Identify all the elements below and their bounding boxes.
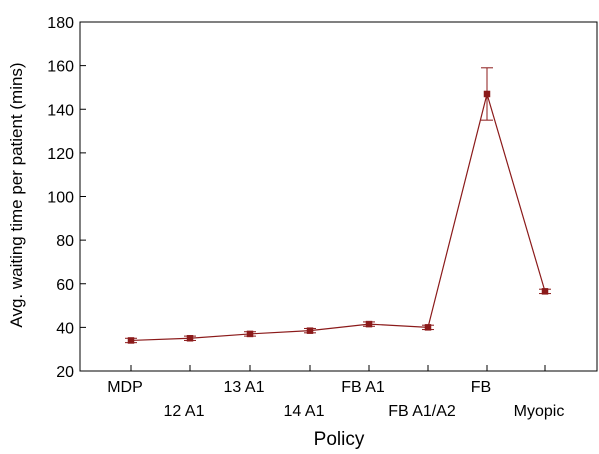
data-point [365,320,373,328]
x-tick-label: 14 A1 [284,403,325,420]
x-tick-label: MDP [107,379,143,396]
y-tick-label: 60 [56,277,74,294]
y-tick-label: 120 [47,146,74,163]
y-ticks: 20 40 60 80 100 120 140 160 180 [47,15,86,381]
data-point [127,337,135,344]
y-tick-label: 40 [56,320,74,337]
y-tick-label: 140 [47,102,74,119]
data-point [541,288,549,295]
y-axis-label: Avg. waiting time per patient (mins) [7,62,26,327]
y-tick-label: 160 [47,59,74,76]
x-tick-label: FB [471,379,491,396]
y-tick-label: 180 [47,15,74,32]
x-axis-label: Policy [314,429,365,449]
plot-frame [79,21,598,372]
x-tick-label: FB A1/A2 [388,403,456,420]
axes [79,21,598,372]
y-tick-label: 20 [56,364,74,381]
x-tick-label: Myopic [514,403,565,420]
data-point [483,90,491,98]
x-tick-label: 13 A1 [224,379,265,396]
data-point [306,327,314,334]
y-tick-label: 100 [47,190,74,207]
data-point [186,335,194,342]
x-tick-label: FB A1 [341,379,385,396]
series [125,67,551,344]
series-line [130,91,546,342]
data-point [246,330,254,338]
y-tick-label: 80 [56,233,74,250]
data-point [424,324,432,331]
x-tick-label: 12 A1 [164,403,205,420]
